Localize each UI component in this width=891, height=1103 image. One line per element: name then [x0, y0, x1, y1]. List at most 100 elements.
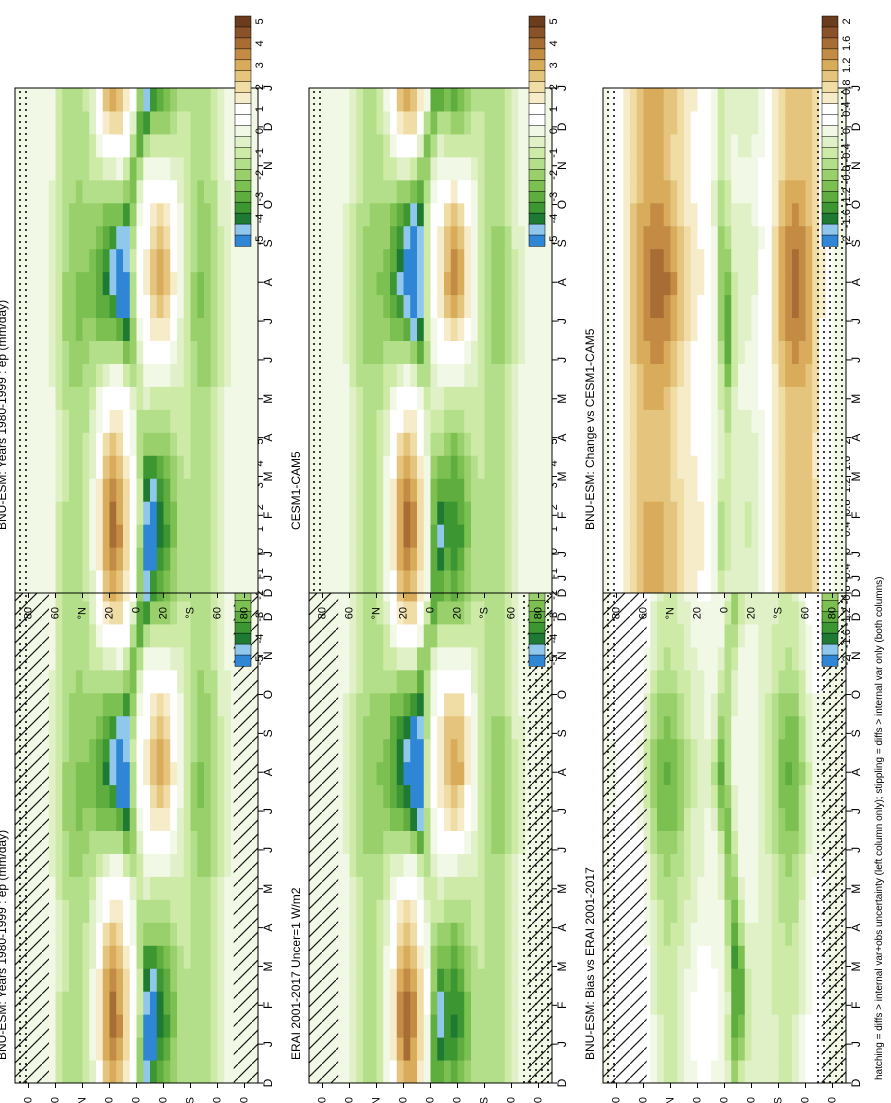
time-tick-label: A [849, 924, 863, 932]
heat-cell [42, 294, 50, 319]
heat-cell [251, 271, 259, 296]
heat-cell [670, 409, 678, 433]
heat-cell [129, 853, 137, 877]
heat-cell [498, 202, 506, 227]
heat-cell [464, 432, 472, 456]
heat-cell [670, 432, 678, 456]
heat-cell [444, 225, 452, 250]
heat-cell [437, 455, 445, 479]
heat-cell [42, 248, 50, 273]
heat-cell [42, 478, 50, 502]
heat-cell [224, 524, 232, 548]
heat-cell [484, 876, 492, 900]
heat-cell [48, 968, 56, 992]
heat-cell [457, 784, 465, 809]
heat-cell [62, 386, 70, 410]
heat-cell [812, 692, 820, 717]
heat-cell [450, 340, 458, 364]
heat-cell [356, 1060, 364, 1084]
heat-cell [75, 156, 83, 181]
heat-cell [102, 761, 110, 786]
heat-cell [792, 922, 800, 946]
heat-cell [170, 899, 178, 923]
heat-cell [744, 968, 752, 992]
heat-cell [102, 271, 110, 296]
heat-cell [217, 363, 225, 387]
heat-cell [62, 692, 70, 717]
heat-cell [143, 248, 151, 273]
heat-cell [778, 202, 786, 227]
heat-cell [150, 876, 158, 900]
heat-cell [525, 340, 533, 364]
heat-cell [62, 524, 70, 548]
heat-cell [96, 945, 104, 969]
heat-cell [150, 991, 158, 1015]
heat-cell [731, 692, 739, 717]
heat-cell [204, 669, 212, 694]
heat-cell [623, 501, 631, 525]
heat-cell [798, 478, 806, 502]
heat-cell [805, 363, 813, 387]
heat-cell [156, 156, 164, 181]
colorbar-label: -1.6 [841, 629, 853, 648]
heat-cell [369, 830, 377, 854]
heat-cell [684, 478, 692, 502]
heat-cell [336, 225, 344, 250]
heat-cell [690, 600, 698, 625]
heat-cell [450, 968, 458, 992]
heat-cell [197, 876, 205, 900]
colorbar-label: -5 [254, 656, 266, 666]
heat-cell [217, 899, 225, 923]
heat-cell [96, 692, 104, 717]
heat-cell [136, 646, 144, 671]
heat-cell [123, 271, 131, 296]
heat-cell [163, 899, 171, 923]
heat-cell [423, 899, 431, 923]
heat-cell [82, 738, 90, 763]
heat-cell [677, 225, 685, 250]
heat-cell [322, 88, 330, 112]
heat-cell [349, 807, 357, 831]
heat-cell [545, 248, 553, 273]
heat-cell [765, 1037, 773, 1061]
colorbar-swatch [234, 26, 252, 39]
heat-cell [329, 432, 337, 456]
heat-cell [677, 692, 685, 717]
colorbar-swatch [234, 81, 252, 94]
heat-cell [663, 432, 671, 456]
heat-cell [197, 1060, 205, 1084]
heat-cell [369, 1060, 377, 1084]
heat-cell [758, 225, 766, 250]
heat-cell [711, 784, 719, 809]
heat-cell [636, 294, 644, 319]
heat-cell [390, 202, 398, 227]
heat-cell [765, 853, 773, 877]
heat-cell [538, 455, 546, 479]
heat-cell [704, 807, 712, 831]
heat-cell [437, 945, 445, 969]
heat-cell [758, 738, 766, 763]
heat-cell [690, 876, 698, 900]
heat-cell [697, 646, 705, 671]
heat-cell [484, 830, 492, 854]
heat-cell [738, 1037, 746, 1061]
heat-cell [177, 271, 185, 296]
heat-cell [89, 600, 97, 625]
heat-cell [812, 225, 820, 250]
heat-cell [322, 501, 330, 525]
heat-cell [329, 501, 337, 525]
colorbar-swatch [234, 654, 252, 667]
heat-cell [744, 1014, 752, 1038]
heat-cell [450, 715, 458, 740]
heat-cell [251, 409, 259, 433]
heat-cell [738, 784, 746, 809]
heat-cell [356, 156, 364, 181]
heat-cell [129, 110, 137, 135]
heat-cell [403, 570, 411, 594]
heat-cell [464, 179, 472, 204]
heat-cell [663, 386, 671, 410]
heat-cell [684, 600, 692, 625]
heat-cell [109, 1014, 117, 1038]
heat-cell [643, 738, 651, 763]
heat-cell [244, 501, 252, 525]
